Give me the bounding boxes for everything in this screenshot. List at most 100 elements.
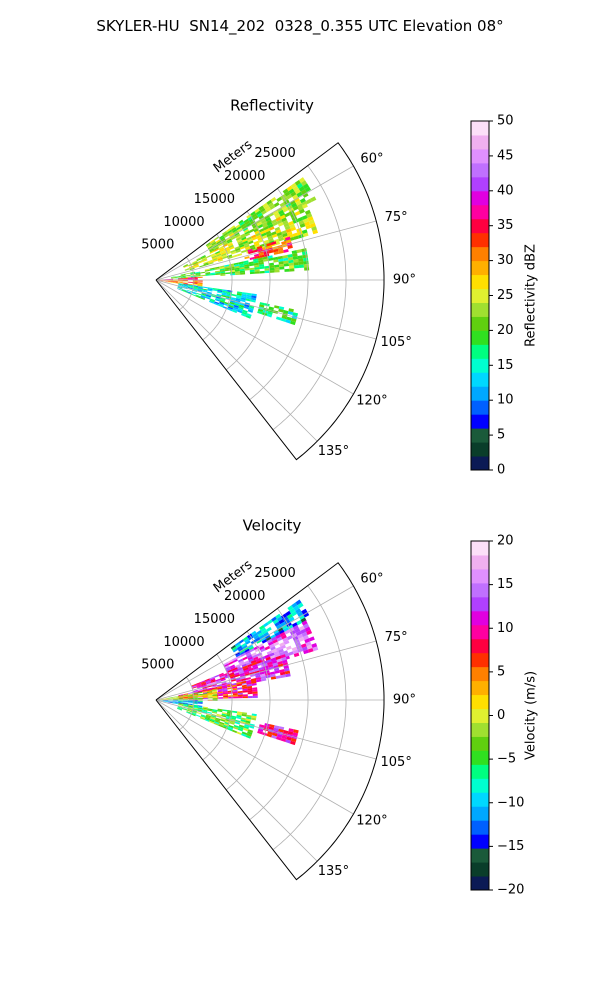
echo-bin [283,263,290,267]
echo-bin [303,623,310,629]
echo-bin [222,687,228,691]
range-ring [272,585,347,851]
echo-bin [310,222,316,228]
echo-bin [236,714,242,718]
azimuth-tick-label: 75° [385,210,408,225]
azimuth-tick-label: 60° [360,151,383,166]
echo-bin [300,617,307,623]
echo-bin [252,224,258,229]
echo-bin [209,677,216,681]
echo-bin [241,712,248,715]
echo-bin [274,653,281,658]
echo-bin [207,693,213,696]
echo-bin [304,209,311,215]
echo-bin [250,678,257,682]
echo-bin [234,651,241,656]
echo-bin [239,246,246,250]
echo-bin [263,622,269,628]
echo-bin [274,264,280,268]
colorbar-swatch [471,638,489,654]
echo-bin [217,256,223,260]
echo-bin [288,188,295,195]
echo-bin [234,642,240,647]
echo-bin [190,273,196,275]
echo-bin [289,265,295,269]
echo-bin [205,716,211,720]
echo-bin [283,640,290,645]
echo-bin [220,251,226,255]
azimuth-tick-label: 135° [318,864,349,879]
echo-bin [207,709,213,712]
echo-bin [183,705,189,707]
echo-bin [193,690,199,693]
echo-bin [279,631,286,637]
echo-bin [237,240,243,245]
echo-bin [264,228,271,233]
echo-bin [247,215,253,221]
echo-bin [218,246,224,250]
echo-bin [215,296,221,299]
echo-bin [257,310,263,315]
echo-bin [302,183,310,190]
echo-bin [304,186,312,193]
echo-bin [238,647,244,652]
echo-bin [284,667,290,672]
colorbar-tick-label: 35 [497,218,514,233]
radial-tick-label: 10000 [163,215,204,230]
echo-bin [197,700,203,702]
echo-bin [211,715,217,718]
echo-bin [249,244,256,249]
colorbar-swatch [471,344,489,359]
panel-title: Velocity [243,517,302,535]
echo-bin [193,706,199,708]
echo-bin [304,638,311,644]
echo-bin [255,245,261,249]
echo-bin [195,294,201,298]
echo-bin [264,670,270,674]
echo-bin [277,234,284,239]
echo-bin [242,686,248,690]
echo-bin [182,286,188,288]
echo-bin [186,711,192,715]
echo-bin [267,223,274,229]
echo-bin [227,240,233,244]
echo-bin [200,296,206,299]
echo-bin [260,636,267,642]
echo-bin [171,277,176,279]
echo-bin [251,213,258,218]
echo-bin [268,306,275,311]
echo-bin [178,694,184,696]
echo-bin [285,739,291,744]
echo-bin [242,644,248,650]
echo-bin [192,686,198,689]
echo-bin [224,673,230,678]
echo-bin [293,729,299,734]
echo-bin [205,679,211,683]
echo-bin [197,287,203,290]
echo-bin [182,694,188,696]
echo-bin [264,654,271,659]
echo-bin [168,278,174,280]
echo-bin [177,282,183,284]
echo-bin [293,264,300,269]
echo-bin [272,233,278,238]
echo-bin [271,735,277,739]
echo-bin [298,233,304,239]
azimuth-gridline [155,699,354,815]
echo-bin [246,213,252,219]
echo-bin [197,688,203,691]
echo-bin [253,262,260,266]
echo-bin [218,697,224,699]
echo-bin [288,728,294,733]
echo-bin [278,728,284,733]
echo-bin [245,652,252,657]
echo-bin [205,273,211,275]
echo-bin [216,684,223,687]
echo-bin [244,648,250,653]
echo-bin [197,261,203,264]
echo-bin [252,666,259,670]
echo-bin [266,242,272,247]
echo-bin [294,179,301,186]
echo-bin [172,281,178,283]
echo-bin [233,304,239,309]
